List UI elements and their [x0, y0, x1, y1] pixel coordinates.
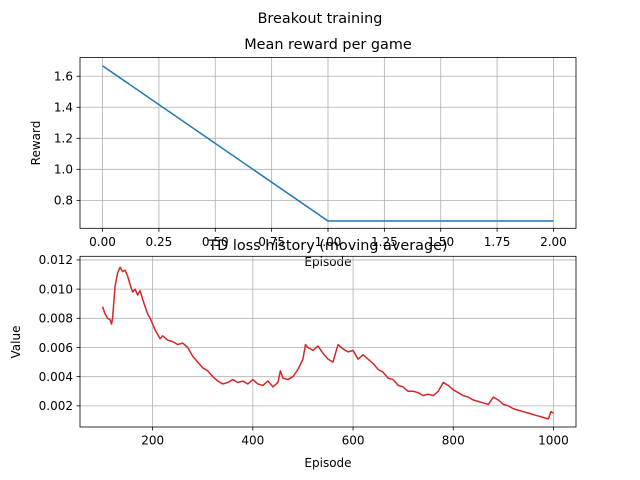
td-loss-plot-xtick-label: 600	[342, 434, 365, 448]
td-loss-plot-grid	[80, 256, 576, 427]
reward-plot-xtick-label: 0.75	[258, 235, 285, 249]
reward-plot-title: Mean reward per game	[244, 37, 412, 53]
td-loss-plot-ylabel: Value	[9, 326, 23, 359]
reward-plot-series-line	[102, 65, 554, 222]
reward-plot-xtick-label: 1.50	[427, 235, 454, 249]
reward-plot-ticks: 0.00 0.25 0.50 0.75 1.00 1.25 1.50 1.75 2.00 0.8 1…	[54, 70, 567, 249]
reward-plot-ytick-label: 0.8	[54, 194, 73, 208]
td-loss-plot-frame	[79, 255, 577, 428]
td-loss-plot-ytick-label: 0.010	[39, 282, 73, 296]
reward-plot-ytick-label: 1.0	[54, 163, 73, 177]
td-loss-plot-xtick-label: 800	[442, 434, 465, 448]
reward-plot-xlabel: Episode	[304, 255, 351, 269]
figure-suptitle: Breakout training	[258, 11, 383, 27]
td-loss-plot-title: TD loss history (moving average)	[207, 238, 447, 254]
td-loss-plot-ytick-label: 0.002	[39, 399, 73, 413]
reward-plot-xtick-label: 0.25	[146, 235, 173, 249]
td-loss-plot-series-line	[101, 266, 554, 420]
td-loss-plot-ticks: 200 400 600 800 1000 0.002 0.004 0.006 0.008 0.01…	[39, 253, 569, 447]
td-loss-plot-ytick-label: 0.012	[39, 253, 73, 267]
td-loss-plot-xlabel: Episode	[304, 456, 351, 470]
reward-plot-xtick-label: 0.00	[89, 235, 116, 249]
td-loss-plot-ytick-label: 0.006	[39, 341, 73, 355]
reward-plot-ytick-label: 1.2	[54, 132, 73, 146]
td-loss-plot-xtick-label: 1000	[538, 434, 569, 448]
reward-plot-xtick-label: 1.25	[371, 235, 398, 249]
reward-plot-frame	[79, 57, 577, 229]
reward-plot-ytick-label: 1.4	[54, 101, 73, 115]
td-loss-plot: TD loss history (moving average) 200 400 6…	[9, 238, 577, 470]
reward-plot-grid	[80, 57, 576, 229]
td-loss-plot-ytick-label: 0.004	[39, 370, 73, 384]
reward-plot-ytick-label: 1.6	[54, 70, 73, 84]
reward-plot-xtick-label: 2.00	[540, 235, 567, 249]
reward-plot-ylabel: Reward	[29, 121, 43, 166]
reward-plot-xtick-label: 0.50	[202, 235, 229, 249]
reward-plot: Mean reward per game 0.00 0.25 0.50 0.75 1.0…	[29, 37, 577, 269]
td-loss-plot-xtick-label: 200	[141, 434, 164, 448]
reward-plot-xtick-label: 1.00	[315, 235, 342, 249]
reward-plot-xtick-label: 1.75	[484, 235, 511, 249]
reward-plot-series	[102, 65, 554, 222]
td-loss-plot-ytick-label: 0.008	[39, 312, 73, 326]
td-loss-plot-xtick-label: 400	[241, 434, 264, 448]
td-loss-plot-series	[101, 266, 554, 420]
